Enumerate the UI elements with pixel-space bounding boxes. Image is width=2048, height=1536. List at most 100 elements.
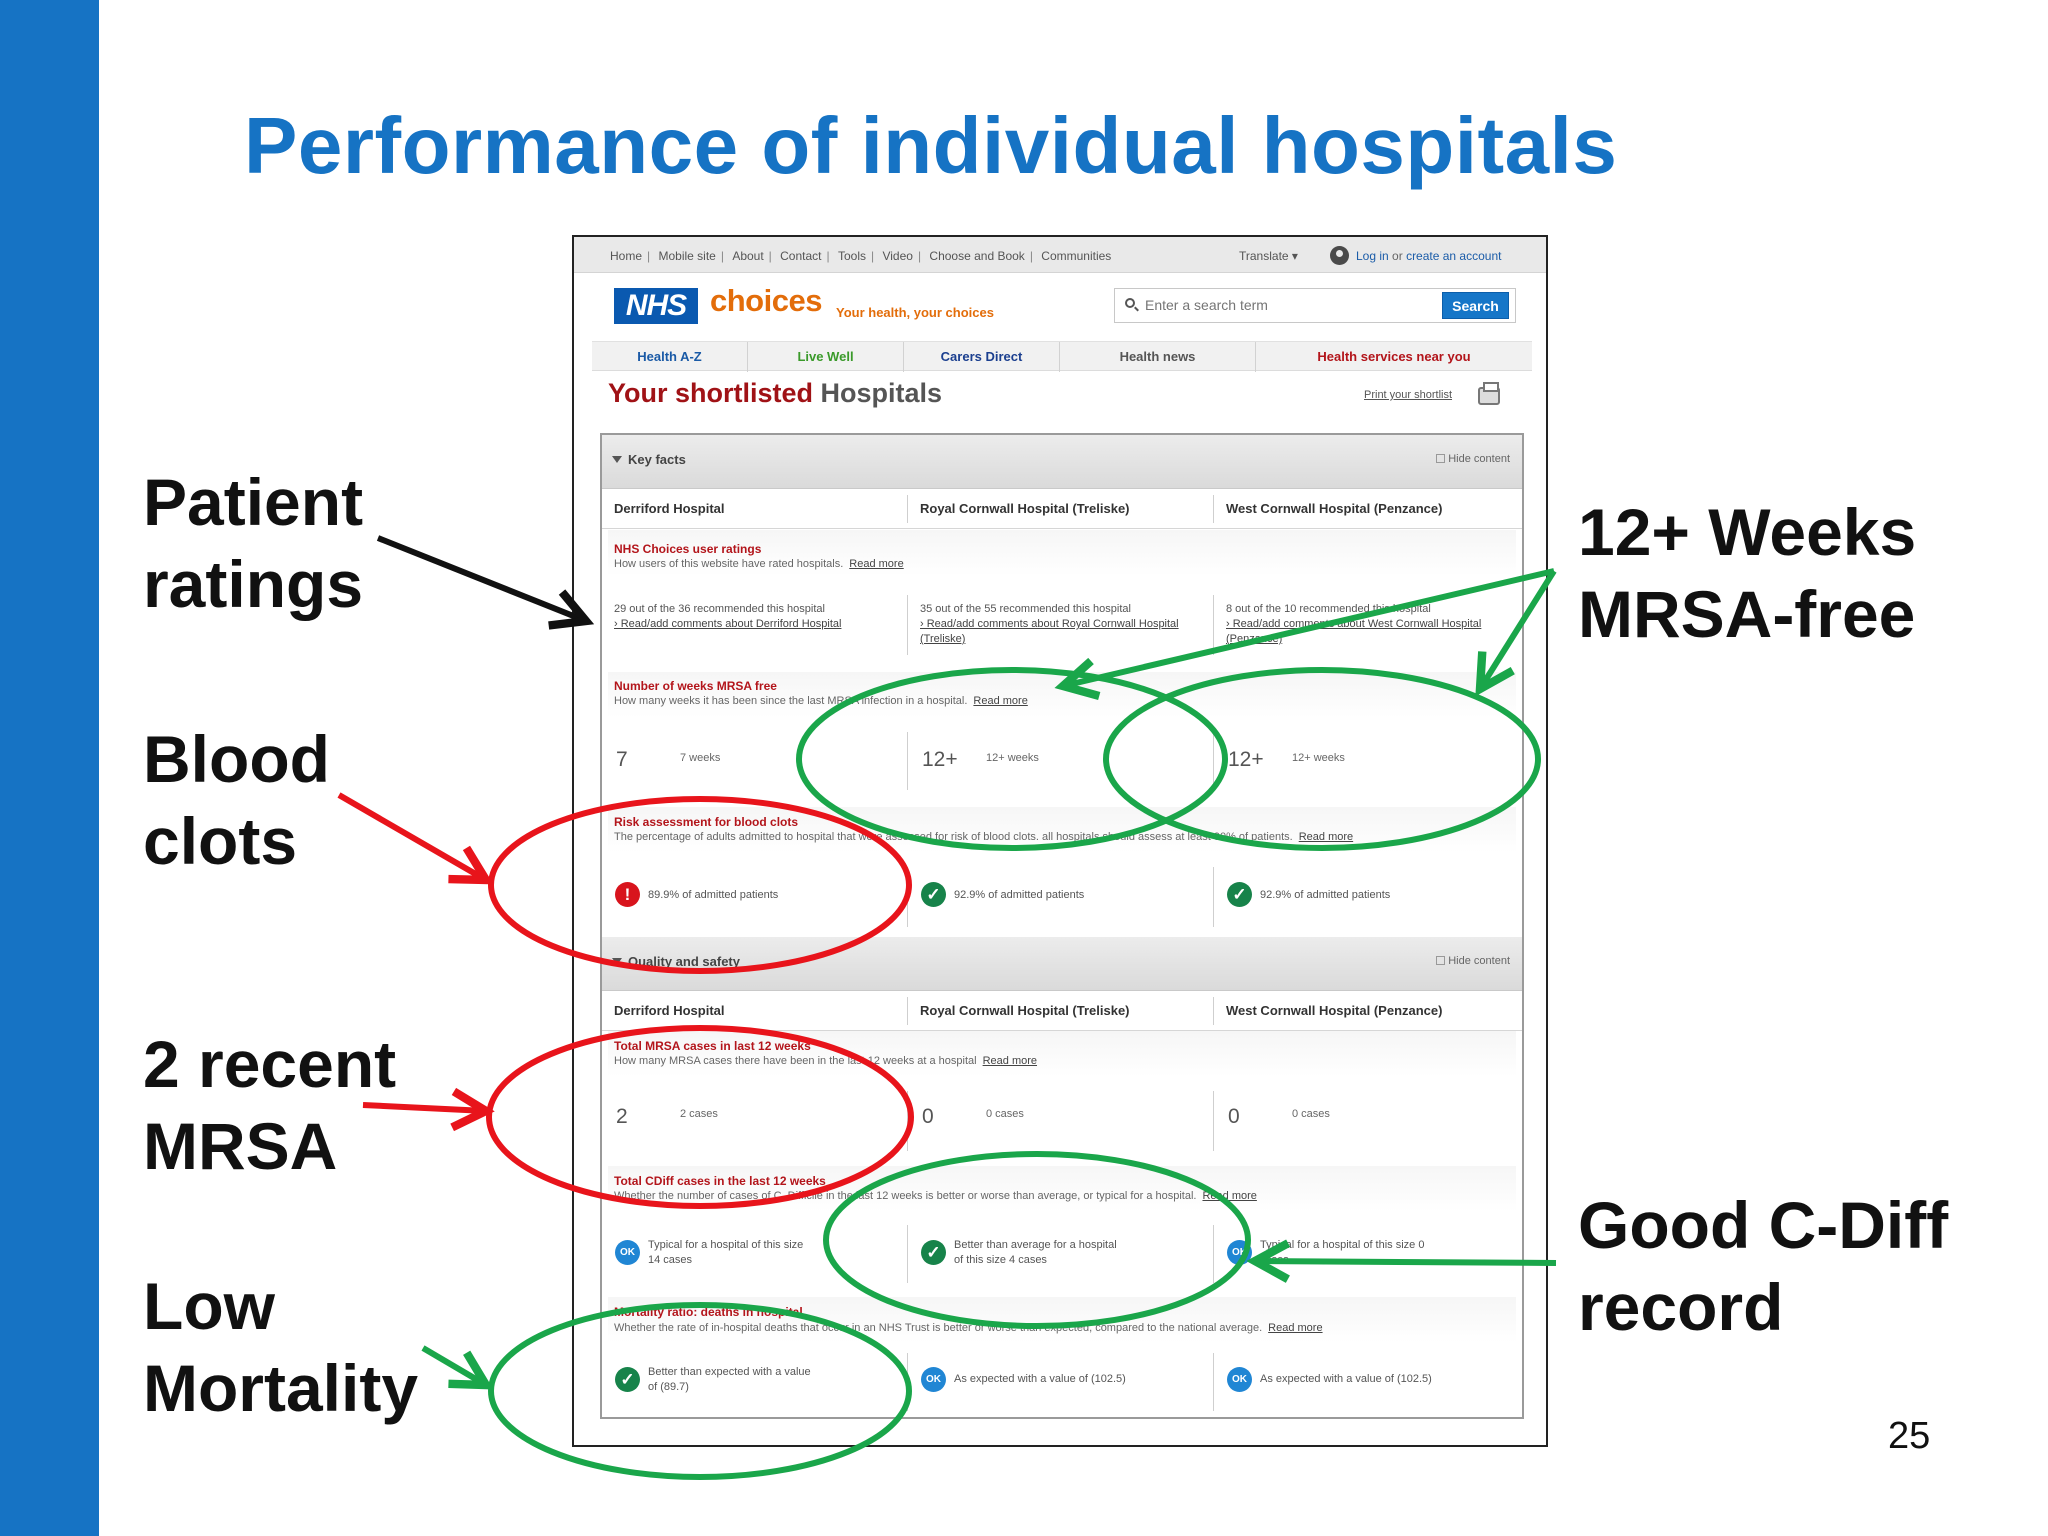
top-nav-about[interactable]: About (732, 249, 764, 263)
mortality-value-west-cornwall: As expected with a value of (102.5) (1260, 1373, 1432, 1385)
cdiff-value-west-cornwall: Typical for a hospital of this size 0 ca… (1260, 1238, 1424, 1268)
top-nav-home[interactable]: Home (610, 249, 643, 263)
quality-safety-title: Quality and safety (612, 954, 740, 969)
column-header-derriford[interactable]: Derriford Hospital (614, 501, 725, 516)
rating-comments-link[interactable]: › Read/add comments about Royal Cornwall… (920, 618, 1179, 645)
read-more-link[interactable]: Read more (1298, 831, 1354, 843)
read-more-link[interactable]: Read more (982, 1055, 1038, 1067)
arrow-patient-ratings (376, 535, 595, 630)
column-header-royal-cornwall[interactable]: Royal Cornwall Hospital (Treliske) (920, 1003, 1130, 1018)
nav-separator: | (917, 249, 922, 263)
read-more-link[interactable]: Read more (849, 558, 904, 570)
mrsa-cases-value-royal-cornwall: 0 (922, 1105, 934, 1128)
mrsa-free-value-royal-cornwall: 12+ (922, 748, 958, 771)
callout-patient-ratings: Patient ratings (143, 461, 363, 625)
cdiff-title: Total CDiff cases in the last 12 weeks (614, 1174, 826, 1188)
callout-line: Mortality (143, 1351, 419, 1425)
key-facts-hide-content[interactable]: Hide content (1436, 453, 1510, 465)
rating-cell-royal-cornwall: 35 out of the 55 recommended this hospit… (920, 602, 1210, 647)
column-divider (907, 595, 908, 655)
column-divider (907, 867, 908, 927)
column-divider (907, 495, 908, 523)
slide-side-bar (0, 0, 99, 1536)
search-input[interactable] (1145, 297, 1435, 313)
cdiff-line2: cases (1260, 1254, 1289, 1266)
key-facts-header[interactable]: Key facts Hide content (602, 435, 1522, 489)
logo-tagline: Your health, your choices (836, 305, 994, 320)
user-ratings-band: NHS Choices user ratings How users of th… (608, 530, 1516, 576)
top-nav-tools[interactable]: Tools (837, 249, 866, 263)
rating-comments-link[interactable]: › Read/add comments about West Cornwall … (1226, 618, 1482, 645)
mortality-value-royal-cornwall: As expected with a value of (102.5) (954, 1373, 1126, 1385)
mrsa-cases-label-royal-cornwall: 0 cases (986, 1108, 1024, 1120)
mortality-line2: of (89.7) (648, 1381, 689, 1393)
mortality-value-derriford: Better than expected with a value of (89… (648, 1365, 811, 1395)
quality-hide-content[interactable]: Hide content (1436, 955, 1510, 967)
nhs-choices-screenshot: Home | Mobile site | About | Contact | Tools… (572, 235, 1548, 1447)
rating-comments-link[interactable]: › Read/add comments about Derriford Hosp… (614, 618, 842, 630)
column-divider (1213, 1091, 1214, 1151)
page-title: Your shortlisted Hospitals (608, 378, 942, 409)
quality-safety-header[interactable]: Quality and safety Hide content (602, 937, 1522, 991)
page-title-part1: Your shortlisted (608, 378, 814, 408)
mrsa-cases-description: How many MRSA cases there have been in t… (614, 1055, 1037, 1067)
read-more-link[interactable]: Read more (1202, 1190, 1257, 1202)
ok-icon: OK (615, 1240, 640, 1265)
nav-health-services-near-you[interactable]: Health services near you (1317, 349, 1471, 364)
callout-good-cdiff: Good C-Diff record (1578, 1184, 1948, 1348)
nav-health-a-z[interactable]: Health A-Z (592, 342, 748, 372)
column-header-west-cornwall[interactable]: West Cornwall Hospital (Penzance) (1226, 501, 1443, 516)
top-nav-choose-and-book[interactable]: Choose and Book (929, 249, 1025, 263)
tick-icon: ✓ (921, 1240, 946, 1265)
callout-line: Patient (143, 465, 364, 539)
nav-live-well[interactable]: Live Well (748, 342, 904, 372)
mrsa-cases-value-derriford: 2 (616, 1105, 628, 1128)
print-shortlist-link[interactable]: Print your shortlist (1364, 389, 1453, 401)
create-account-link[interactable]: create an account (1406, 249, 1502, 263)
read-more-link[interactable]: Read more (973, 695, 1028, 707)
translate-dropdown[interactable]: Translate ▾ (1239, 249, 1298, 263)
column-header-royal-cornwall[interactable]: Royal Cornwall Hospital (Treliske) (920, 501, 1130, 516)
blood-clots-value-derriford: 89.9% of admitted patients (648, 889, 779, 901)
nhs-logo[interactable]: NHS (614, 288, 698, 324)
top-nav-contact[interactable]: Contact (780, 249, 822, 263)
tick-icon: ✓ (921, 882, 946, 907)
search-button[interactable]: Search (1442, 292, 1509, 319)
nav-health-news[interactable]: Health news (1060, 342, 1256, 372)
blood-clots-description: The percentage of adults admitted to hos… (614, 831, 1353, 843)
mrsa-cases-label-derriford: 2 cases (680, 1108, 718, 1120)
cdiff-line2: 14 cases (648, 1254, 693, 1266)
minus-box-icon (1436, 956, 1446, 965)
cdiff-value-derriford: Typical for a hospital of this size 14 c… (648, 1238, 803, 1268)
user-icon (1330, 246, 1349, 265)
callout-blood-clots: Blood clots (143, 718, 330, 882)
user-ratings-title: NHS Choices user ratings (614, 542, 762, 556)
mortality-band: Mortality ratio: deaths in hospital Whet… (608, 1297, 1516, 1343)
column-divider (907, 1353, 908, 1411)
slide-title: Performance of individual hospitals (244, 101, 1618, 190)
hide-content-label: Hide content (1448, 955, 1510, 967)
callout-line: MRSA-free (1578, 577, 1916, 651)
column-header-west-cornwall[interactable]: West Cornwall Hospital (Penzance) (1226, 1003, 1443, 1018)
choices-logo[interactable]: choices (710, 283, 822, 318)
nav-separator: | (647, 249, 651, 263)
column-divider (1213, 1353, 1214, 1411)
tick-icon: ✓ (1227, 882, 1252, 907)
read-more-link[interactable]: Read more (1268, 1322, 1323, 1334)
nav-carers-direct[interactable]: Carers Direct (904, 342, 1060, 372)
top-nav-communities[interactable]: Communities (1041, 249, 1112, 263)
printer-icon[interactable] (1478, 382, 1500, 405)
ok-icon: OK (1227, 1240, 1252, 1265)
user-ratings-desc-text: How users of this website have rated hos… (614, 558, 844, 570)
top-utility-bar: Home | Mobile site | About | Contact | Tools… (574, 237, 1546, 273)
arrow-blood-clots (337, 792, 494, 885)
cdiff-value-royal-cornwall: Better than average for a hospital of th… (954, 1238, 1117, 1268)
mortality-line1: Better than expected with a value (648, 1366, 811, 1378)
login-link[interactable]: Log in (1356, 249, 1389, 263)
top-nav-mobile-site[interactable]: Mobile site (658, 249, 716, 263)
column-header-derriford[interactable]: Derriford Hospital (614, 1003, 725, 1018)
collapse-triangle-icon (612, 456, 622, 463)
main-nav: Health A-Z Live Well Carers Direct Healt… (592, 341, 1532, 372)
top-nav-video[interactable]: Video (882, 249, 913, 263)
column-divider (907, 1225, 908, 1283)
